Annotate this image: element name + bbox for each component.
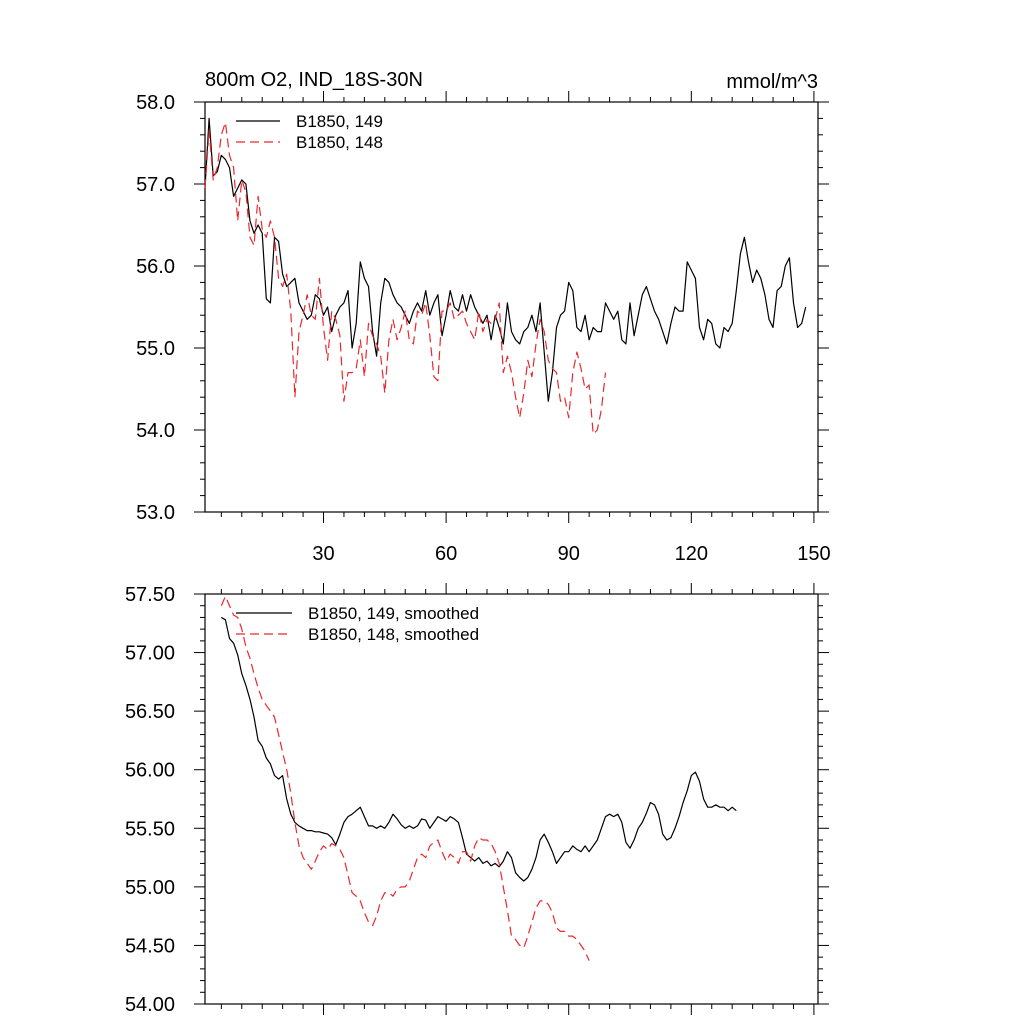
bottom-panel-legend: B1850, 149, smoothed B1850, 148, smoothed bbox=[236, 604, 479, 644]
top-y-tick-label: 58.0 bbox=[136, 92, 175, 114]
top-x-tick-label: 150 bbox=[797, 543, 830, 565]
bottom-legend-label-0: B1850, 149, smoothed bbox=[308, 604, 479, 623]
top-x-tick-label: 60 bbox=[435, 543, 457, 565]
bottom-y-tick-label: 56.00 bbox=[125, 760, 175, 782]
top-panel-units: mmol/m^3 bbox=[726, 71, 818, 93]
top-panel: 800m O2, IND_18S-30N mmol/m^3 30 60 90 120 1… bbox=[136, 69, 831, 565]
top-panel-lines bbox=[204, 117, 807, 435]
bottom-y-tick-label: 54.00 bbox=[125, 994, 175, 1016]
top-y-tick-label: 53.0 bbox=[136, 502, 175, 524]
bottom-y-tick-label: 57.00 bbox=[125, 643, 175, 665]
bottom-panel-axes: 54.00 54.50 55.00 55.50 56.00 56.50 57.00 57.50 bbox=[125, 583, 829, 1016]
bottom-y-tick-label: 57.50 bbox=[125, 584, 175, 606]
bottom-panel: 54.00 54.50 55.00 55.50 56.00 56.50 57.00 57.50… bbox=[125, 583, 829, 1016]
top-y-tick-label: 55.0 bbox=[136, 338, 175, 360]
bottom-legend-label-1: B1850, 148, smoothed bbox=[308, 625, 479, 644]
bottom-series-line-1 bbox=[220, 595, 590, 961]
bottom-y-tick-label: 54.50 bbox=[125, 935, 175, 957]
top-series-line-0 bbox=[204, 117, 807, 402]
bottom-y-tick-label: 56.50 bbox=[125, 701, 175, 723]
top-y-tick-label: 54.0 bbox=[136, 420, 175, 442]
top-series-line-1 bbox=[204, 121, 607, 435]
bottom-plot-frame bbox=[204, 593, 819, 1005]
top-x-tick-label: 90 bbox=[558, 543, 580, 565]
top-panel-axes: 30 60 90 120 150 53.0 54.0 55.0 56.0 57.0 58.0 bbox=[136, 91, 831, 565]
top-y-tick-label: 57.0 bbox=[136, 174, 175, 196]
top-legend-label-1: B1850, 148 bbox=[296, 133, 383, 152]
top-x-tick-label: 30 bbox=[312, 543, 334, 565]
bottom-y-tick-label: 55.50 bbox=[125, 818, 175, 840]
top-y-tick-label: 56.0 bbox=[136, 256, 175, 278]
top-panel-title: 800m O2, IND_18S-30N bbox=[205, 69, 423, 91]
top-plot-frame bbox=[204, 101, 819, 513]
top-panel-legend: B1850, 149 B1850, 148 bbox=[236, 112, 383, 152]
bottom-y-tick-label: 55.00 bbox=[125, 877, 175, 899]
top-legend-label-0: B1850, 149 bbox=[296, 112, 383, 131]
bottom-panel-lines bbox=[220, 595, 737, 961]
top-x-tick-label: 120 bbox=[675, 543, 708, 565]
bottom-series-line-0 bbox=[220, 616, 737, 882]
